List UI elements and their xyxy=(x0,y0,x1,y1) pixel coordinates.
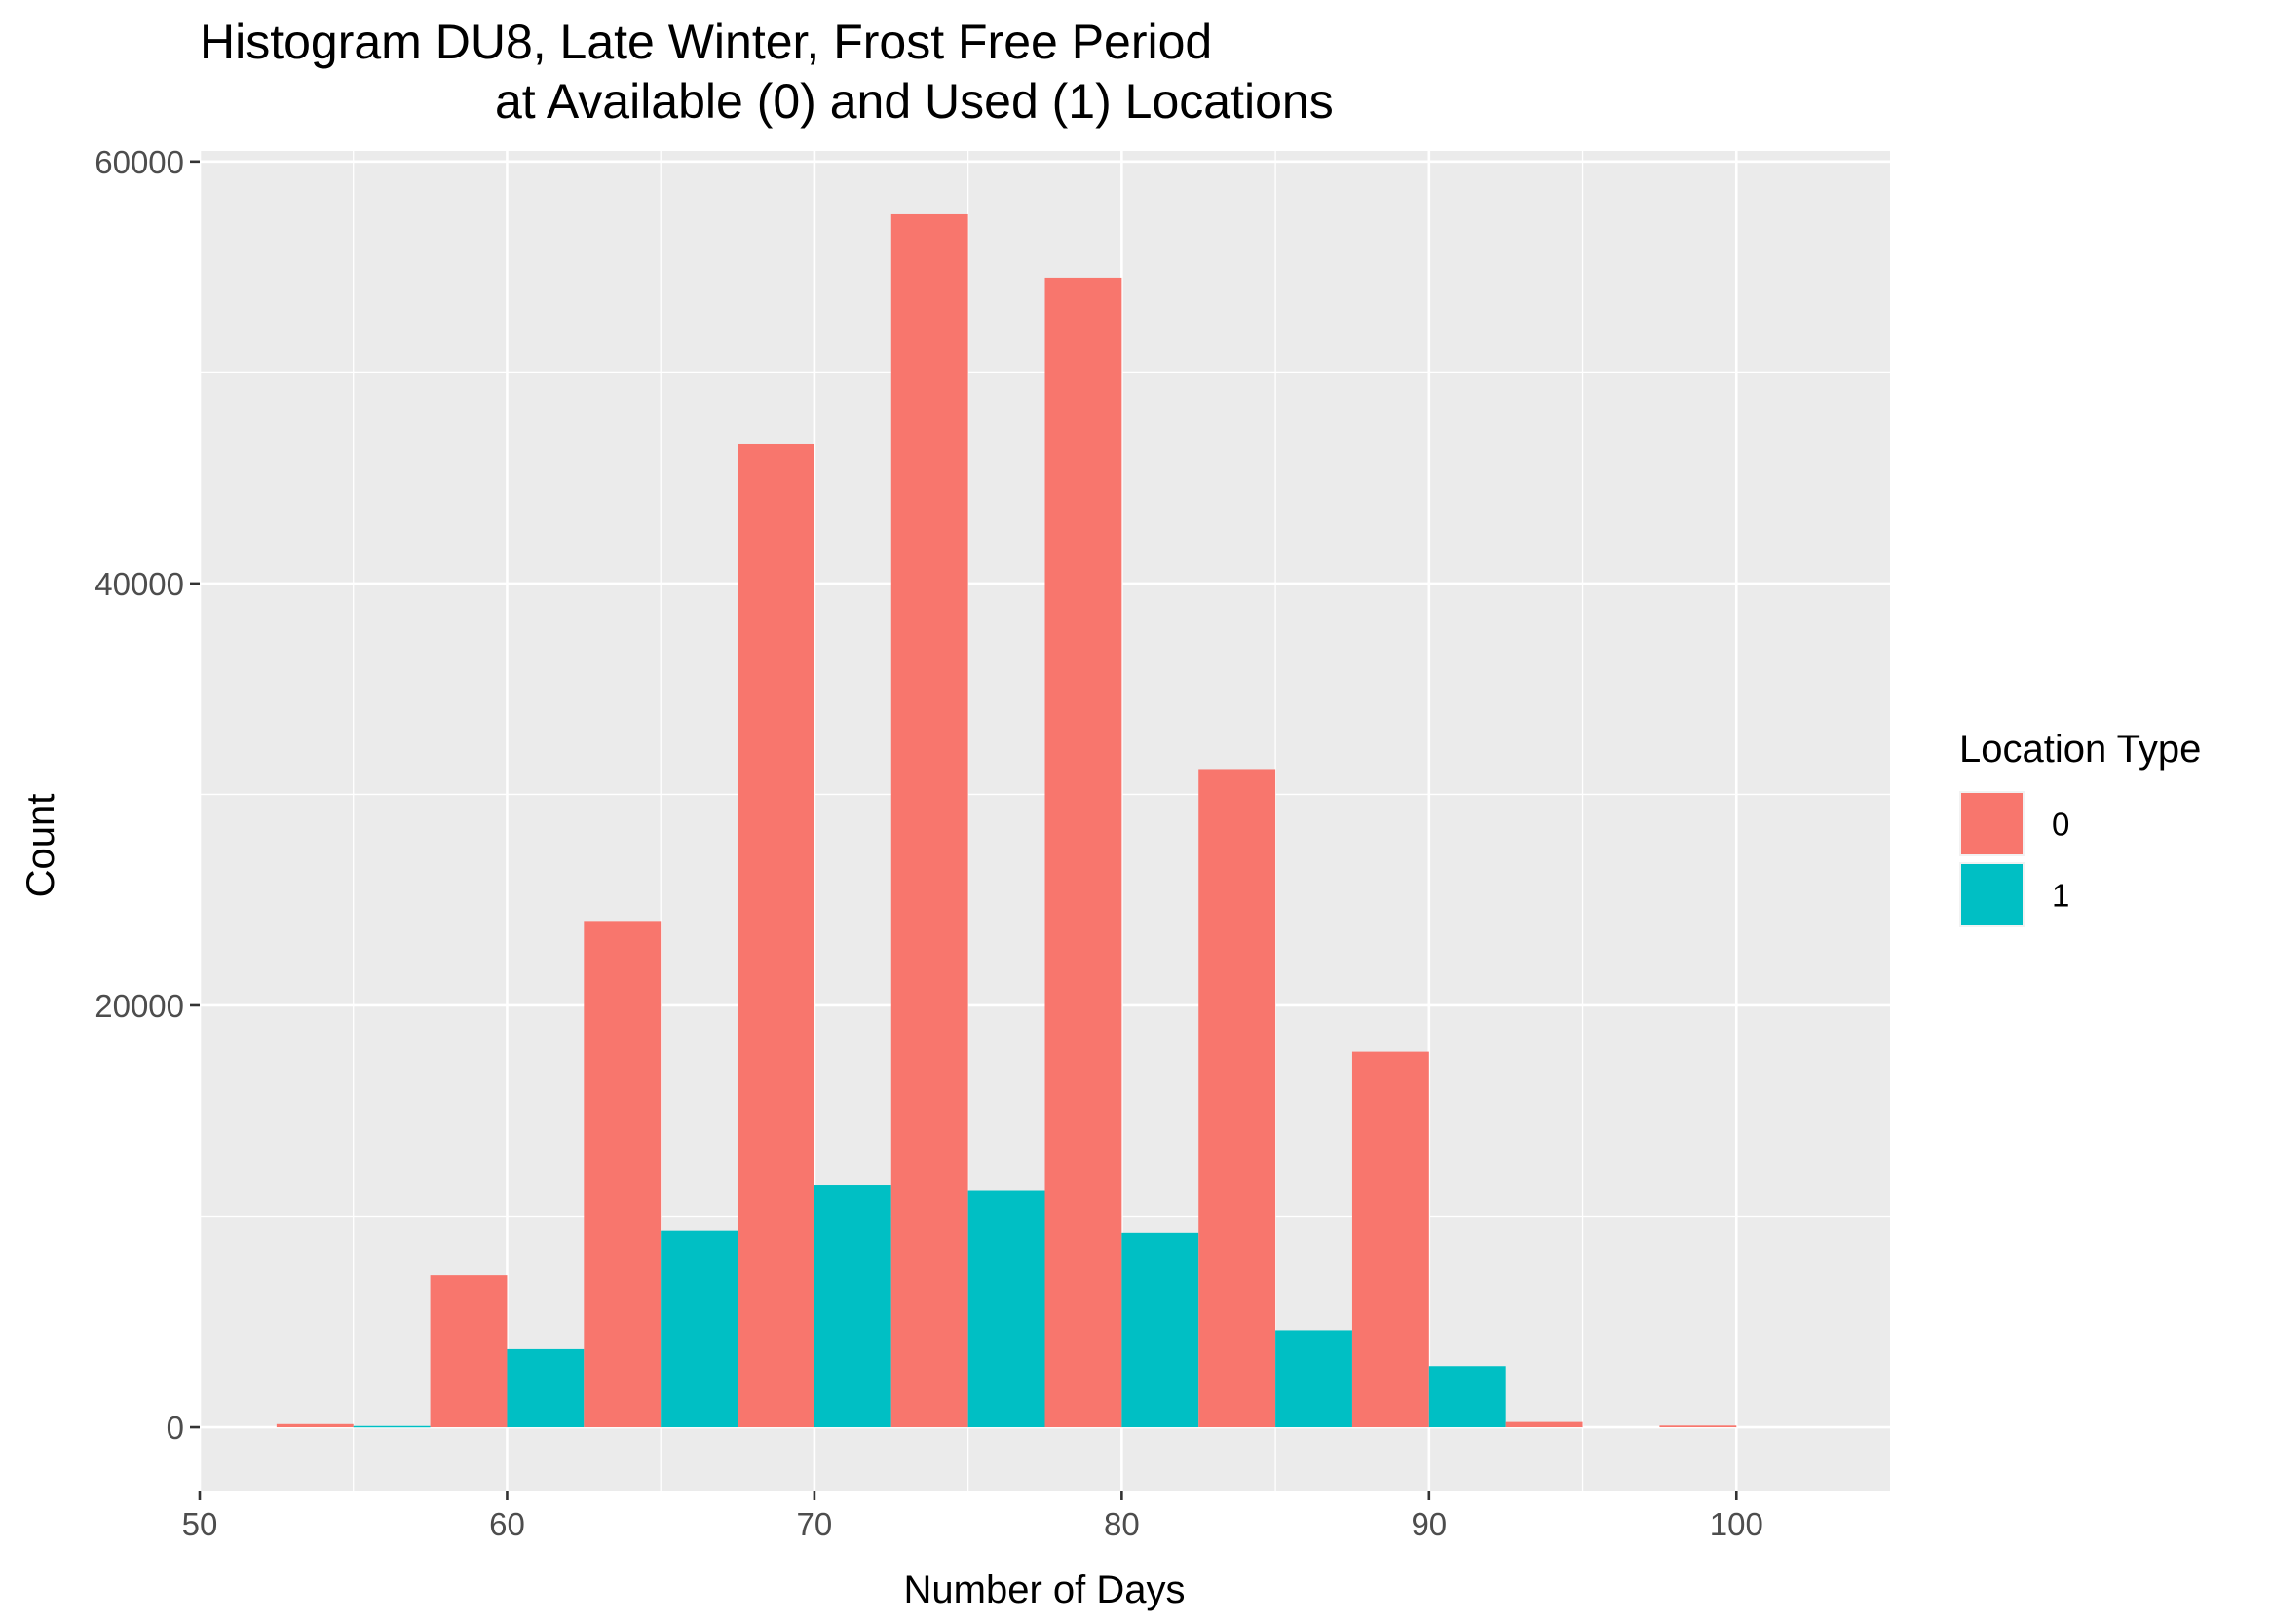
x-tick-label: 70 xyxy=(797,1506,833,1542)
bar-series-1-bin-60 xyxy=(507,1348,585,1428)
bars-layer xyxy=(276,213,1737,1428)
legend-label-0: 0 xyxy=(2052,807,2069,843)
x-tick-label: 60 xyxy=(489,1506,525,1542)
bar-series-1-bin-80 xyxy=(1121,1232,1199,1428)
bar-series-0-bin-70 xyxy=(738,443,814,1428)
x-tick-label: 50 xyxy=(182,1506,218,1542)
axes-layer: 50 60 70 80 90 100 0 20000 40000 60000 xyxy=(95,144,1763,1542)
bar-series-1-bin-85 xyxy=(1275,1330,1352,1428)
y-axis-label: Count xyxy=(19,794,62,898)
bar-series-0-bin-90 xyxy=(1351,1051,1429,1428)
bar-series-0-bin-55 xyxy=(276,1423,354,1428)
legend: Location Type 0 1 xyxy=(1959,728,2201,927)
x-tick-label: 90 xyxy=(1411,1506,1447,1542)
x-axis-label: Number of Days xyxy=(904,1568,1186,1611)
legend-key-1 xyxy=(1961,864,2023,925)
bar-series-0-bin-85 xyxy=(1198,769,1276,1428)
bar-series-1-bin-70 xyxy=(814,1185,891,1428)
legend-key-0 xyxy=(1961,793,2023,854)
bar-series-1-bin-65 xyxy=(661,1230,738,1428)
legend-label-1: 1 xyxy=(2052,878,2069,914)
legend-title: Location Type xyxy=(1959,728,2201,771)
chart-title-line-1: Histogram DU8, Late Winter, Frost Free P… xyxy=(200,15,1212,69)
bar-series-1-bin-75 xyxy=(967,1190,1045,1428)
bar-series-0-bin-95 xyxy=(1505,1421,1583,1428)
bar-series-1-bin-90 xyxy=(1428,1366,1506,1428)
bar-series-0-bin-60 xyxy=(430,1275,508,1428)
y-tick-label: 40000 xyxy=(95,566,184,602)
y-tick-label: 20000 xyxy=(95,988,184,1024)
chart-title-line-2: at Available (0) and Used (1) Locations xyxy=(495,74,1334,129)
bar-series-0-bin-75 xyxy=(890,213,968,1428)
bar-series-1-bin-55 xyxy=(353,1425,431,1428)
x-tick-label: 80 xyxy=(1104,1506,1140,1542)
bar-series-0-bin-100 xyxy=(1659,1425,1737,1428)
bar-series-0-bin-65 xyxy=(584,921,662,1428)
x-tick-label: 100 xyxy=(1710,1506,1763,1542)
y-tick-label: 60000 xyxy=(95,144,184,180)
y-tick-label: 0 xyxy=(167,1410,184,1446)
bar-series-0-bin-80 xyxy=(1044,277,1122,1428)
